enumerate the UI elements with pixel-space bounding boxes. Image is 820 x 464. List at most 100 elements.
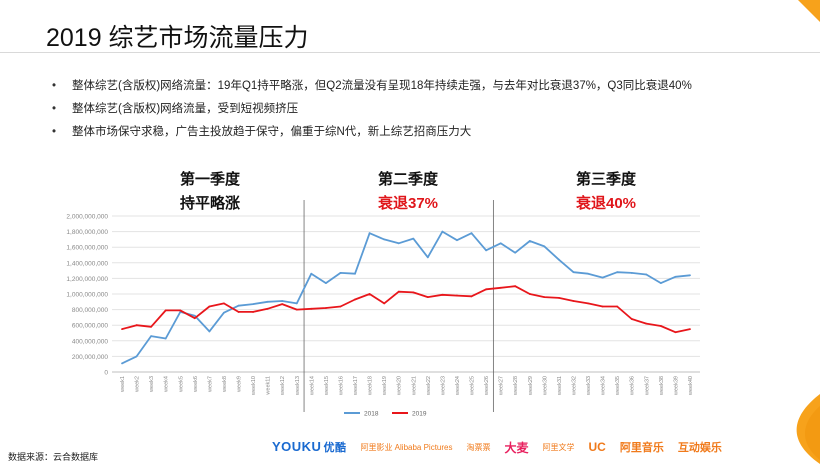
data-point-2019 xyxy=(426,296,429,299)
data-point-2018 xyxy=(543,245,546,248)
x-tick-label: week13 xyxy=(295,376,301,396)
x-tick-label: week16 xyxy=(338,376,344,396)
x-tick-label: week38 xyxy=(659,376,665,396)
data-point-2019 xyxy=(208,305,211,308)
data-point-2018 xyxy=(441,230,444,233)
data-point-2018 xyxy=(528,240,531,242)
x-tick-label: week2 xyxy=(135,376,141,393)
data-point-2019 xyxy=(266,307,269,310)
x-tick-label: week4 xyxy=(164,376,170,393)
q3-note: 衰退40% xyxy=(575,195,637,212)
data-point-2018 xyxy=(674,275,677,278)
data-point-2019 xyxy=(150,325,153,328)
data-point-2018 xyxy=(266,300,269,303)
page-title: 2019 综艺市场流量压力 xyxy=(46,24,309,52)
y-tick-label: 1,600,000,000 xyxy=(66,245,108,252)
x-tick-label: week22 xyxy=(426,376,432,396)
data-point-2019 xyxy=(281,303,284,306)
bullet-item: 整体综艺(含版权)网络流量：19年Q1持平略涨，但Q2流量没有呈现18年持续走强… xyxy=(52,78,692,101)
data-point-2018 xyxy=(470,232,473,235)
series-line-2018 xyxy=(121,230,691,365)
x-tick-label: week34 xyxy=(601,376,607,396)
data-point-2019 xyxy=(528,293,531,295)
data-point-2019 xyxy=(514,285,517,288)
title-divider xyxy=(0,52,820,53)
corner-accent-top-right xyxy=(798,0,820,22)
data-point-2018 xyxy=(252,303,254,306)
data-point-2019 xyxy=(470,295,473,298)
y-tick-label: 200,000,000 xyxy=(72,354,109,361)
x-tick-label: week11 xyxy=(266,376,272,396)
data-point-2019 xyxy=(587,302,589,305)
y-tick-label: 2,000,000,000 xyxy=(66,214,108,221)
data-point-2019 xyxy=(558,297,560,299)
x-tick-label: week19 xyxy=(382,376,388,396)
data-point-2019 xyxy=(310,307,313,310)
data-point-2018 xyxy=(572,271,575,274)
q1-note: 持平略涨 xyxy=(179,195,240,212)
data-source-note: 数据来源：云合数据库 xyxy=(8,452,99,462)
data-point-2019 xyxy=(324,307,327,309)
x-tick-label: week36 xyxy=(630,376,636,396)
q2-heading: 第二季度 xyxy=(377,171,438,188)
data-point-2018 xyxy=(587,272,589,275)
data-point-2018 xyxy=(383,238,386,241)
data-point-2019 xyxy=(383,302,386,305)
x-tick-label: week27 xyxy=(499,376,505,396)
partner-logos: YOUKU 优酷 阿里影业 Alibaba Pictures 淘票票 大麦 阿里文… xyxy=(272,437,722,457)
x-tick-label: week24 xyxy=(455,376,461,396)
data-point-2019 xyxy=(689,328,691,330)
alibaba-literature-logo: 阿里文学 xyxy=(542,442,575,452)
x-tick-label: week40 xyxy=(688,376,694,396)
x-tick-label: week8 xyxy=(222,376,228,393)
data-point-2018 xyxy=(514,251,517,254)
x-tick-label: week23 xyxy=(440,376,446,396)
data-point-2019 xyxy=(456,294,458,297)
q3-heading: 第三季度 xyxy=(575,171,636,188)
series-line-2019 xyxy=(121,285,691,334)
data-point-2018 xyxy=(310,272,313,275)
data-point-2019 xyxy=(237,311,240,313)
x-tick-label: week15 xyxy=(324,376,330,396)
x-tick-label: week5 xyxy=(178,376,184,393)
data-point-2019 xyxy=(441,293,444,296)
x-tick-label: week29 xyxy=(528,376,534,396)
data-point-2018 xyxy=(616,271,619,274)
x-tick-label: week3 xyxy=(149,376,155,393)
q1-heading: 第一季度 xyxy=(179,171,240,188)
data-point-2018 xyxy=(645,273,648,276)
x-tick-label: week7 xyxy=(207,376,213,393)
data-point-2019 xyxy=(674,331,677,334)
y-tick-label: 1,800,000,000 xyxy=(66,229,108,236)
uc-logo: UC xyxy=(588,440,606,454)
x-tick-label: week12 xyxy=(280,376,286,396)
data-point-2019 xyxy=(543,296,546,299)
data-point-2019 xyxy=(572,300,575,302)
data-point-2018 xyxy=(164,337,167,340)
x-tick-label: week18 xyxy=(368,376,374,396)
data-point-2019 xyxy=(630,318,633,320)
ali-music-logo: 阿里音乐 xyxy=(619,442,664,454)
data-point-2018 xyxy=(499,242,502,245)
x-tick-label: week33 xyxy=(586,376,592,396)
y-tick-label: 1,000,000,000 xyxy=(66,292,108,299)
x-tick-label: week26 xyxy=(484,376,490,396)
x-tick-label: week14 xyxy=(309,376,315,396)
data-point-2019 xyxy=(339,305,342,308)
data-point-2018 xyxy=(281,300,284,302)
data-point-2019 xyxy=(164,309,167,312)
data-point-2019 xyxy=(659,325,662,327)
x-tick-label: week32 xyxy=(571,376,577,396)
y-tick-label: 400,000,000 xyxy=(72,338,109,345)
data-point-2018 xyxy=(295,302,298,305)
data-point-2018 xyxy=(412,237,415,240)
data-point-2018 xyxy=(339,272,342,274)
taopiaopiao-logo: 淘票票 xyxy=(466,442,491,452)
x-tick-label: week17 xyxy=(353,376,359,396)
x-tick-label: week25 xyxy=(470,376,476,396)
damai-logo: 大麦 xyxy=(504,440,529,455)
data-point-2018 xyxy=(223,311,225,314)
data-point-2019 xyxy=(645,322,648,325)
data-point-2019 xyxy=(397,290,400,293)
data-point-2018 xyxy=(150,335,153,338)
